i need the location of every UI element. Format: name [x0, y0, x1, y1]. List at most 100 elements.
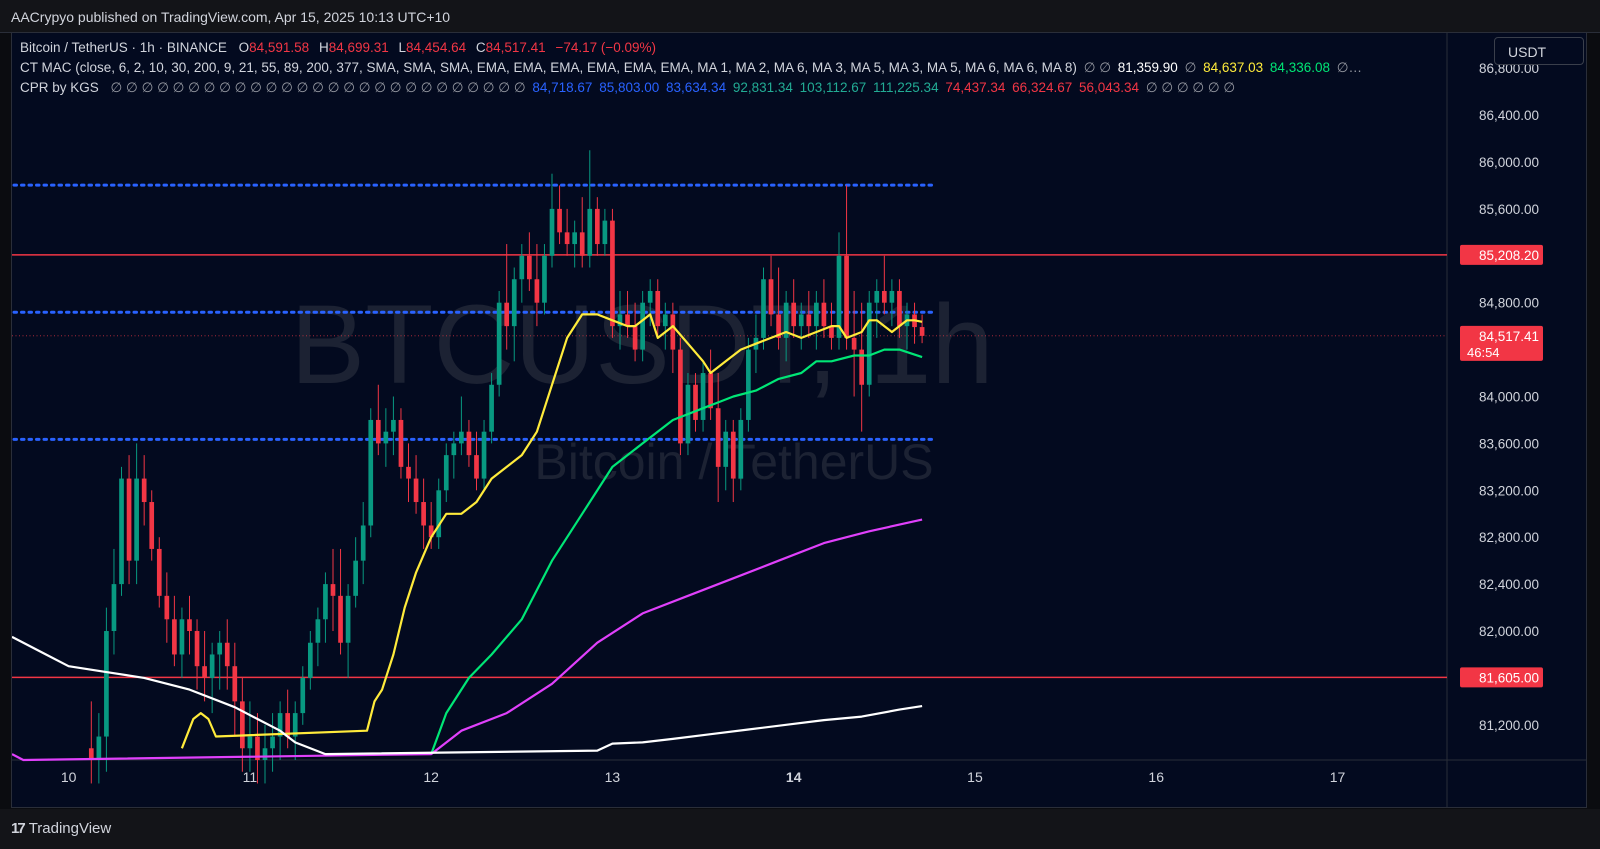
- candle-body: [504, 302, 510, 327]
- time-tick-label: 16: [1148, 769, 1164, 785]
- close-label: C: [475, 40, 486, 55]
- candle-body: [179, 619, 185, 655]
- candle-body: [104, 631, 109, 737]
- candle-body: [436, 490, 442, 538]
- price-tick-label: 84,800.00: [1479, 296, 1539, 311]
- candle-body: [96, 736, 102, 760]
- cpr-null-values-tail: ∅ ∅ ∅ ∅ ∅ ∅: [1145, 80, 1236, 95]
- candle-body: [375, 419, 381, 444]
- symbol-name[interactable]: Bitcoin / TetherUS · 1h · BINANCE: [20, 40, 227, 55]
- currency-button[interactable]: USDT: [1494, 37, 1584, 65]
- candle-body: [542, 255, 547, 303]
- candle-body: [421, 502, 426, 526]
- ma-tail: ∅…: [1336, 60, 1363, 75]
- candle-body: [187, 619, 192, 632]
- candle-body: [345, 595, 351, 643]
- candle-body: [451, 443, 457, 456]
- candle-body: [768, 279, 774, 315]
- open-label: O: [238, 40, 250, 55]
- candle-body: [217, 642, 223, 655]
- candle-body: [443, 455, 449, 491]
- candle-body: [564, 232, 570, 245]
- candle-body: [172, 619, 177, 655]
- candle-body: [700, 373, 706, 420]
- time-axis[interactable]: 10 11 12 13 14 15 16 17: [61, 769, 1346, 785]
- price-tick-label: 83,600.00: [1479, 436, 1539, 451]
- candle-body: [496, 302, 502, 385]
- candle-body: [202, 666, 207, 678]
- candle-body: [874, 290, 880, 303]
- candle-body: [610, 220, 615, 327]
- candle-body: [126, 478, 132, 561]
- candle-body: [360, 525, 366, 561]
- candle-body: [209, 654, 215, 678]
- candle-body: [897, 290, 902, 327]
- candle-body: [270, 736, 275, 749]
- tradingview-logo[interactable]: 17 TradingView: [11, 820, 111, 837]
- moving-averages: [12, 313, 923, 762]
- candle-body: [814, 302, 819, 327]
- price-label-badge: [1460, 667, 1543, 688]
- publish-header: AACrypyo published on TradingView.com, A…: [0, 0, 1600, 33]
- candle-body: [791, 302, 797, 327]
- candle-body: [88, 748, 94, 760]
- price-tick-label: 81,200.00: [1479, 718, 1539, 733]
- candle-body: [746, 349, 751, 420]
- low-label: L: [398, 40, 407, 55]
- price-tick-label: 86,000.00: [1479, 155, 1539, 170]
- price-tick-label: 83,200.00: [1479, 483, 1539, 498]
- candle-body: [715, 408, 721, 467]
- candle-body: [111, 584, 117, 632]
- price-label-badge: [1460, 244, 1543, 265]
- candle-body: [398, 419, 404, 467]
- price-chart[interactable]: BTCUSDT, 1h Bitcoin / TetherUS 81,200.00…: [12, 33, 1587, 808]
- candle-body: [557, 208, 562, 233]
- candles: [88, 150, 925, 784]
- candle-body: [625, 314, 630, 327]
- cpr-indicator-name[interactable]: CPR by KGS: [20, 80, 99, 95]
- candle-body: [859, 349, 865, 385]
- price-axis[interactable]: 81,200.00 82,000.00 82,400.00 82,800.00 83,2…: [1460, 61, 1543, 733]
- ma-legend[interactable]: CT MAC (close, 6, 2, 10, 30, 200, 9, 21,…: [20, 60, 1365, 76]
- candle-body: [134, 478, 139, 561]
- candle-body: [232, 666, 238, 702]
- cpr-null-values: ∅ ∅ ∅ ∅ ∅ ∅ ∅ ∅ ∅ ∅ ∅ ∅ ∅ ∅ ∅ ∅ ∅ ∅ ∅ ∅ …: [110, 80, 526, 95]
- candle-body: [391, 419, 396, 432]
- cpr-value-4: 92,831.34: [732, 80, 793, 95]
- cpr-legend[interactable]: CPR by KGS ∅ ∅ ∅ ∅ ∅ ∅ ∅ ∅ ∅ ∅ ∅ ∅ ∅ ∅ ∅…: [20, 80, 1238, 96]
- candle-body: [821, 302, 827, 327]
- candle-body: [338, 595, 343, 643]
- candle-body: [572, 232, 578, 245]
- cpr-value-9: 56,043.34: [1079, 80, 1140, 95]
- candle-body: [368, 419, 374, 526]
- candle-body: [481, 431, 487, 479]
- candle-body: [919, 327, 925, 336]
- price-label-text: 81,605.00: [1479, 670, 1539, 685]
- last-price-badge: [1460, 325, 1543, 361]
- candle-body: [519, 255, 525, 280]
- candle-body: [836, 255, 842, 338]
- tradingview-logo-icon: 17: [11, 820, 26, 837]
- candle-body: [632, 326, 638, 350]
- candle-body: [866, 302, 872, 385]
- ma-value-green: 84,336.08: [1269, 60, 1330, 75]
- candle-body: [617, 314, 623, 327]
- ma-indicator-name[interactable]: CT MAC (close, 6, 2, 10, 30, 200, 9, 21,…: [20, 60, 1077, 75]
- cpr-value-3: 83,634.34: [666, 80, 727, 95]
- price-tick-label: 86,400.00: [1479, 108, 1539, 123]
- time-tick-label: 14: [786, 769, 802, 785]
- symbol-legend[interactable]: Bitcoin / TetherUS · 1h · BINANCE O84,59…: [20, 40, 659, 55]
- tradingview-brand: TradingView: [28, 820, 112, 837]
- candle-body: [141, 478, 147, 503]
- candle-body: [655, 290, 661, 327]
- candle-body: [194, 631, 200, 667]
- ma-line: [180, 313, 923, 749]
- candle-body: [383, 431, 389, 444]
- time-tick-label: 17: [1330, 769, 1346, 785]
- published-line: AACrypyo published on TradingView.com, A…: [11, 9, 451, 25]
- cpr-value-2: 85,803.00: [599, 80, 660, 95]
- high-label: H: [318, 40, 329, 55]
- candle-body: [678, 349, 683, 444]
- time-tick-label: 13: [605, 769, 621, 785]
- bar-countdown-text: 46:54: [1467, 345, 1500, 360]
